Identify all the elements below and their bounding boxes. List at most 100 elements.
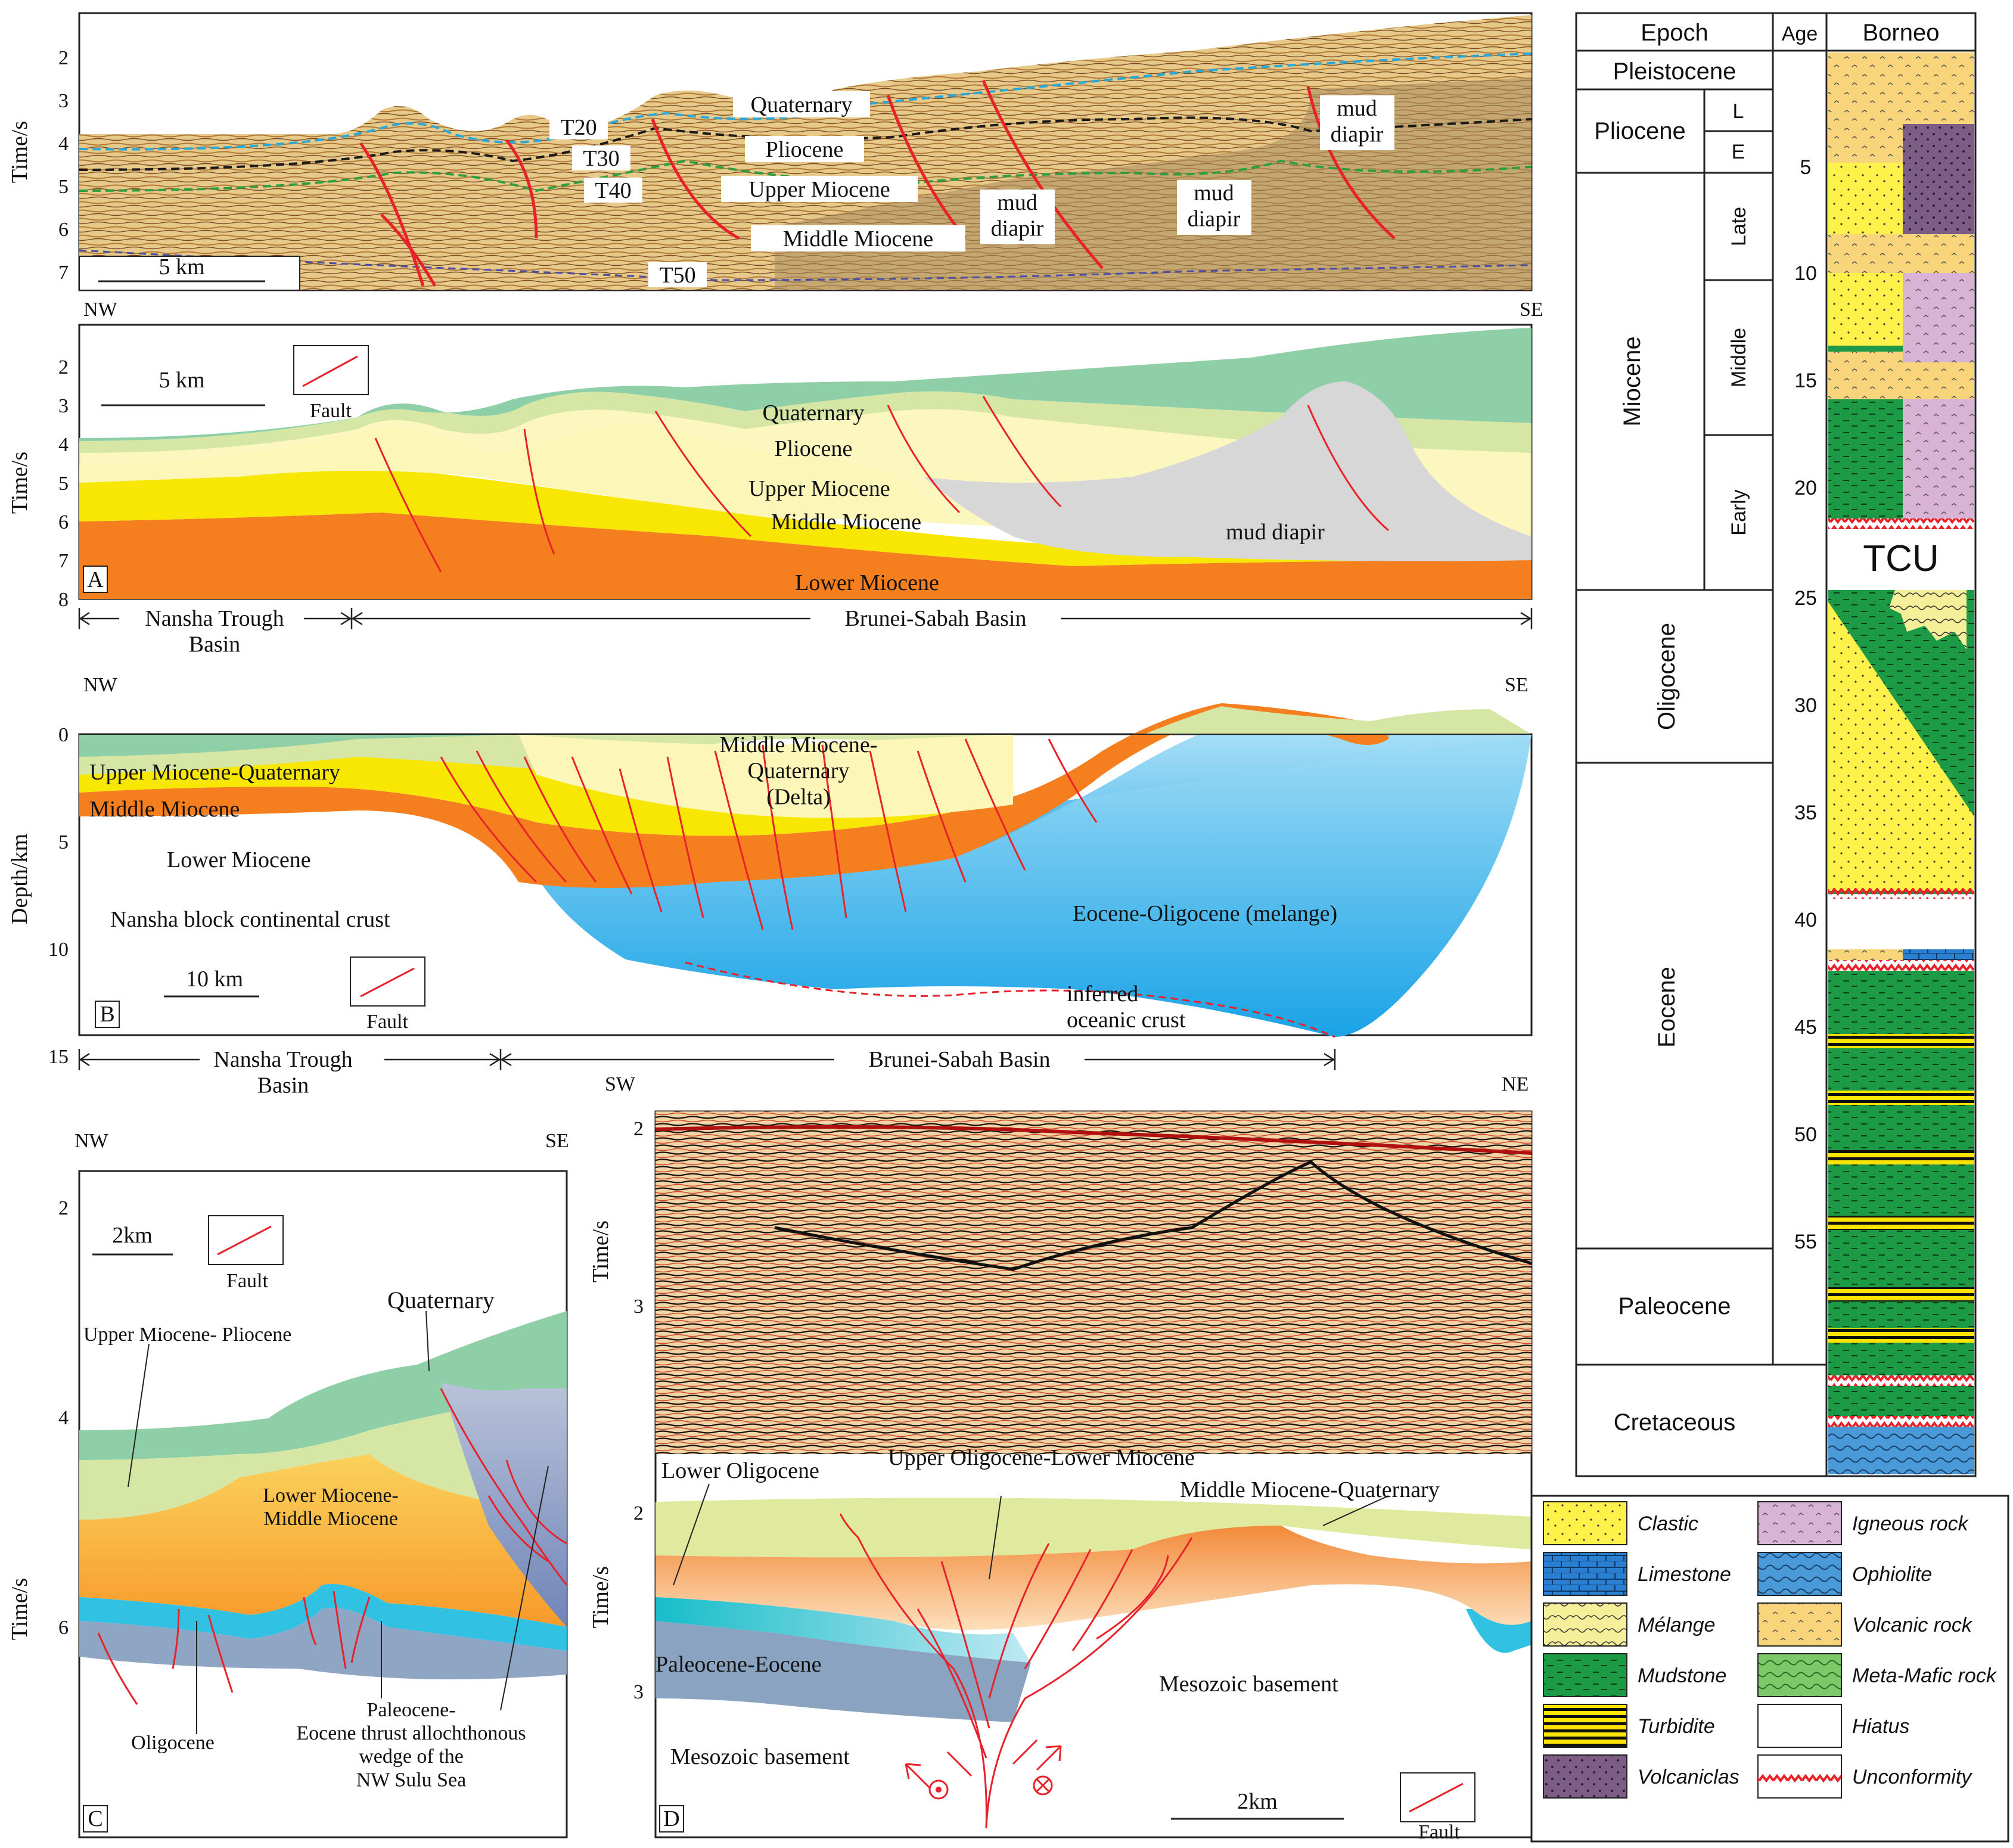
tick: 3 (58, 90, 69, 112)
direction-nw: NW (74, 1130, 109, 1152)
faults-a (374, 396, 1389, 573)
legend-label: Igneous rock (1852, 1512, 1969, 1535)
direction-ne: NE (1502, 1073, 1529, 1095)
tick: 8 (58, 589, 69, 611)
basin-label-bg (834, 1046, 1085, 1072)
time-axis-ticks: 2 4 6 (58, 1197, 69, 1639)
tick: 7 (58, 262, 69, 284)
depth-axis-ticks: 0 5 10 15 (48, 724, 69, 1068)
panel-tag-box (83, 566, 108, 593)
faults-b (440, 738, 1098, 930)
epoch-label: Oligocene (1654, 623, 1680, 730)
unit-label: Upper Miocene-Quaternary (89, 760, 340, 785)
epoch-label: Pleistocene (1613, 58, 1736, 85)
age-tick: 45 (1794, 1016, 1817, 1039)
legend-label: Hiatus (1852, 1715, 1909, 1738)
tick: 5 (58, 176, 69, 198)
melange-fill-top (536, 715, 1532, 876)
column-header: Borneo (1863, 20, 1940, 46)
diapir-label: mud diapir (1188, 181, 1241, 232)
tick: 2 (633, 1502, 644, 1524)
depth-axis-title: Depth/km (7, 834, 32, 924)
sub-epoch-label: Late (1728, 207, 1750, 246)
lower-miocene-fill (79, 513, 1532, 599)
scale-label: 10 km (186, 967, 243, 992)
scale-label: 5 km (159, 254, 204, 279)
lower-middle-miocene-fill (79, 1454, 567, 1627)
unit-label: Pliocene (766, 137, 844, 162)
middle-miocene-fill (79, 465, 1532, 566)
horizon-label: T40 (595, 178, 631, 203)
diapir-label: mud diapir (1331, 96, 1384, 147)
tick: 15 (48, 1046, 69, 1068)
se-cap-fill (1144, 706, 1532, 734)
unit-label: Quaternary (387, 1287, 495, 1313)
horizon-label: T50 (659, 263, 695, 288)
age-tick: 35 (1794, 802, 1817, 824)
upper-oligocene-lower-miocene-fill (656, 1526, 1532, 1633)
tick: 5 (58, 831, 69, 853)
age-tick: 55 (1794, 1231, 1817, 1253)
middle-miocene-quaternary-fill (656, 1498, 1532, 1558)
scale-label: 2km (1237, 1789, 1278, 1814)
unit-label: Upper Miocene- Pliocene (83, 1324, 291, 1346)
direction-se: SE (1505, 674, 1529, 696)
legend-label: Volcanic rock (1852, 1614, 1973, 1636)
diapir-labels-top: mud diapir mud diapir mud diapir (980, 95, 1394, 244)
paleocene-eocene-fill (656, 1621, 1031, 1722)
unit-label: Nansha block continental crust (110, 907, 390, 932)
thrust-wedge-fill (441, 1383, 567, 1627)
stratigraphic-column: Epoch Age Borneo Pleistocene Pliocene Mi… (1575, 12, 1977, 1477)
panel-tag-box (83, 1805, 108, 1833)
epoch-label: Miocene (1619, 336, 1645, 426)
epoch-label: Paleocene (1618, 1293, 1731, 1319)
age-tick: 40 (1794, 909, 1817, 931)
time-axis-title-lower: Time/s (588, 1566, 613, 1628)
panel-c: NW SE Fault 2km Time/s 2 4 6 C (7, 1130, 569, 1838)
time-axis-lower-ticks: 2 3 (633, 1502, 644, 1703)
into-page-cross (1036, 1778, 1050, 1793)
epoch-borders (1576, 88, 1826, 1366)
time-axis-title-upper: Time/s (588, 1220, 613, 1282)
legend-label: Meta-Mafic rock (1852, 1664, 1998, 1687)
time-axis-ticks: 2 3 4 5 6 7 8 (58, 356, 69, 611)
tick: 3 (58, 395, 69, 417)
unit-label: Lower Oligocene (661, 1458, 819, 1483)
time-axis-title: Time/s (7, 1578, 32, 1640)
seafloor-reflector (655, 1125, 1532, 1155)
unit-label: Middle Miocene-Quaternary (1180, 1477, 1440, 1502)
basin-label: Brunei-Sabah Basin (844, 606, 1026, 631)
leader-lines-c (128, 1310, 549, 1734)
upper-miocene-pliocene-fill (79, 1389, 567, 1520)
tick: 4 (58, 1407, 69, 1429)
unit-label: Lower Miocene (795, 570, 939, 595)
tick: 10 (48, 939, 69, 961)
tick: 0 (58, 724, 69, 746)
out-of-page-dot (936, 1787, 942, 1793)
unit-labels-top: Quaternary Pliocene Upper Miocene Middle… (721, 91, 965, 251)
direction-se: SE (545, 1130, 569, 1152)
tick: 3 (633, 1296, 644, 1318)
legend-labels: Clastic Limestone Mélange Mudstone Turbi… (1638, 1512, 1998, 1788)
legend-label: Clastic (1638, 1512, 1698, 1535)
age-tick: 5 (1800, 156, 1812, 179)
age-tick: 25 (1794, 587, 1817, 610)
lower-oligocene-fill (656, 1597, 1031, 1663)
diapir-label: mud diapir (991, 190, 1044, 241)
t40-horizon (79, 159, 1532, 192)
unit-label: Quaternary (751, 92, 853, 117)
age-tick: 15 (1794, 369, 1817, 392)
unit-label: Middle Miocene (89, 797, 240, 822)
age-tick: 20 (1794, 477, 1817, 499)
legend-label: Ophiolite (1852, 1563, 1932, 1586)
unit-label: Lower Miocene-Middle Miocene (263, 1484, 399, 1530)
legend-label: Unconformity (1852, 1766, 1972, 1788)
unit-labels-a: Quaternary Pliocene Upper Miocene Middle… (748, 400, 1325, 595)
seismic-panel-top: 5 km Time/s 2 3 4 5 6 7 NW SE T20 T30 T4… (7, 12, 1543, 321)
unit-label: Lower Miocene (167, 847, 311, 872)
t50-horizon (79, 249, 1532, 281)
tick: 4 (58, 434, 69, 456)
unit-label: Paleocene-Eocene thrust allochthonous wed… (296, 1699, 526, 1791)
fault-legend-line (1409, 1782, 1464, 1813)
unit-label: Mesozoic basement (1159, 1672, 1338, 1697)
